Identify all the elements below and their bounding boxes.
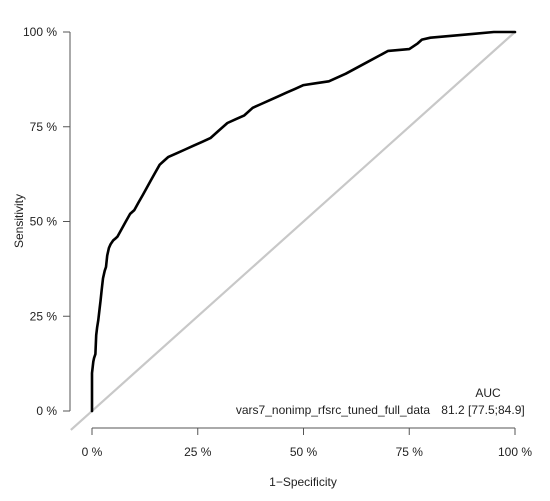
x-tick-label: 100 % [498, 445, 532, 459]
chance-reference-line [70, 31, 516, 431]
x-tick-label: 25 % [184, 445, 212, 459]
legend-header: AUC [475, 386, 501, 400]
y-tick-label: 100 % [23, 25, 57, 39]
y-tick-label: 25 % [30, 309, 58, 323]
y-tick-label: 50 % [30, 215, 58, 229]
legend-model-name: vars7_nonimp_rfsrc_tuned_full_data [236, 403, 430, 417]
x-tick-label: 0 % [82, 445, 103, 459]
legend: AUC vars7_nonimp_rfsrc_tuned_full_data 8… [236, 386, 525, 417]
legend-auc-value: 81.2 [77.5;84.9] [441, 403, 524, 417]
y-tick-label: 75 % [30, 120, 58, 134]
roc-curve-line [90, 30, 517, 413]
x-tick-label: 75 % [396, 445, 424, 459]
y-tick-label: 0 % [36, 404, 57, 418]
x-tick-label: 50 % [290, 445, 318, 459]
y-axis-title: Sensitivity [12, 194, 26, 248]
x-axis-title: 1−Specificity [269, 475, 337, 489]
ticks: 0 % 25 % 50 % 75 % 100 % 0 % 25 % 50 % 75 % 100 % [23, 25, 532, 459]
